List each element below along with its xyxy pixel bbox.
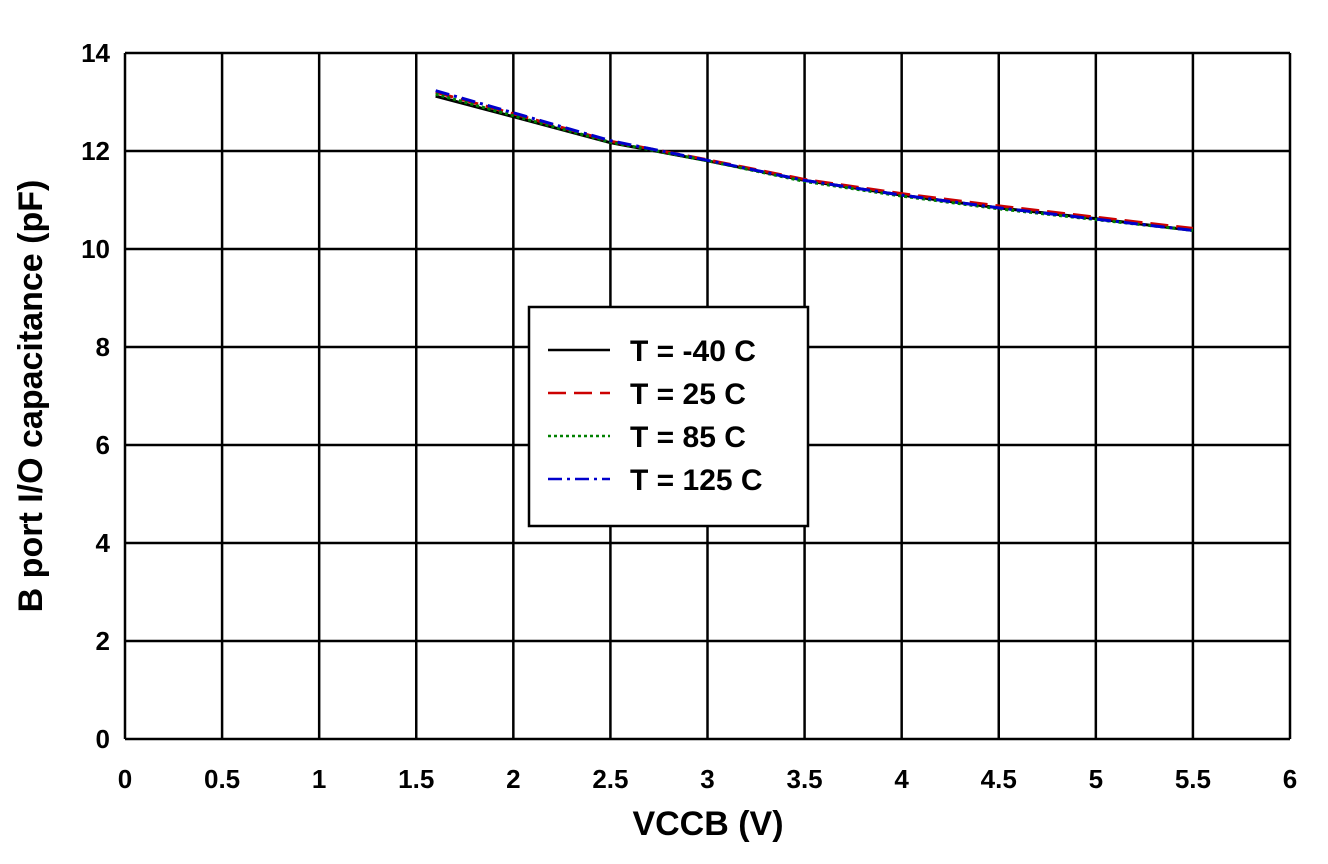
x-tick-label: 6	[1283, 764, 1297, 794]
y-tick-label: 4	[96, 528, 111, 558]
x-tick-label: 1	[312, 764, 326, 794]
y-tick-label: 2	[96, 626, 110, 656]
x-tick-label: 0	[118, 764, 132, 794]
x-tick-label: 1.5	[398, 764, 434, 794]
x-axis-label: VCCB (V)	[632, 805, 783, 843]
y-tick-label: 10	[81, 234, 110, 264]
y-tick-label: 8	[96, 332, 110, 362]
y-tick-label: 14	[81, 38, 110, 68]
x-tick-label: 4	[894, 764, 909, 794]
series-line-1	[435, 90, 1194, 230]
legend-label: T = 25 C	[630, 378, 746, 411]
series-line-0	[435, 94, 1194, 232]
legend-label: T = -40 C	[630, 335, 756, 368]
x-tick-label: 3	[700, 764, 714, 794]
series-line-2	[435, 92, 1194, 232]
legend-label: T = 125 C	[630, 464, 763, 497]
x-tick-label: 5.5	[1175, 764, 1211, 794]
series-lines	[435, 89, 1194, 232]
x-tick-label: 4.5	[981, 764, 1017, 794]
legend-box	[527, 305, 810, 528]
legend-label: T = 85 C	[630, 421, 746, 454]
y-tick-label: 12	[81, 136, 110, 166]
tick-labels: 0 0.5 1 1.5 2 2.5 3 3.5 4 4.5 5 5.5 6 0 2 4 6 8 10 12 14	[81, 38, 1297, 794]
series-line-3	[435, 89, 1194, 232]
x-tick-label: 5	[1089, 764, 1103, 794]
legend: T = -40 C T = 25 C T = 85 C T = 125 C	[527, 305, 810, 528]
x-tick-label: 2	[506, 764, 520, 794]
x-tick-label: 2.5	[592, 764, 628, 794]
x-tick-label: 3.5	[787, 764, 823, 794]
y-tick-label: 0	[96, 724, 110, 754]
x-tick-label: 0.5	[204, 764, 240, 794]
y-tick-label: 6	[96, 430, 110, 460]
y-axis-label: B port I/O capacitance (pF)	[12, 180, 50, 613]
